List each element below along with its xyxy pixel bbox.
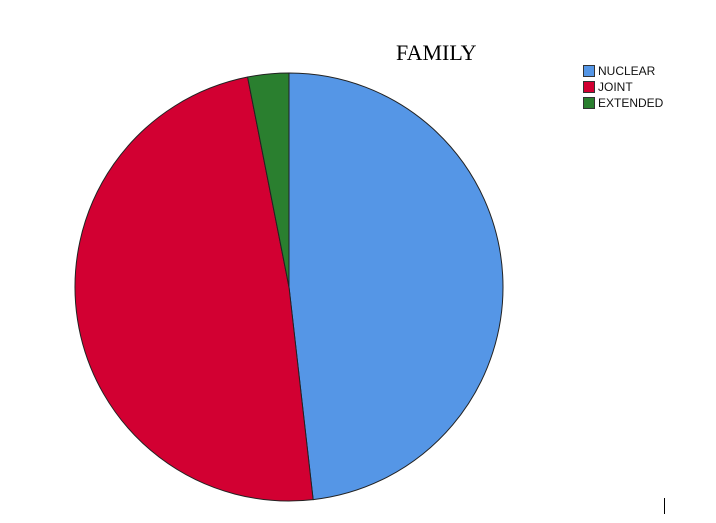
legend: NUCLEAR JOINT EXTENDED xyxy=(583,63,663,111)
pie-slice-nuclear xyxy=(288,72,504,501)
legend-item-nuclear: NUCLEAR xyxy=(583,63,663,79)
legend-label: EXTENDED xyxy=(598,96,664,110)
pie-slice-extended xyxy=(246,72,290,288)
legend-item-extended: EXTENDED xyxy=(583,95,663,111)
legend-swatch xyxy=(583,97,595,109)
legend-label: NUCLEAR xyxy=(598,64,656,78)
chart-title: FAMILY xyxy=(396,40,477,65)
legend-swatch xyxy=(583,81,595,93)
legend-item-joint: JOINT xyxy=(583,79,663,95)
legend-label: JOINT xyxy=(598,80,633,94)
text-cursor xyxy=(664,498,665,514)
pie-slice-joint xyxy=(74,76,314,502)
legend-swatch xyxy=(583,65,595,77)
